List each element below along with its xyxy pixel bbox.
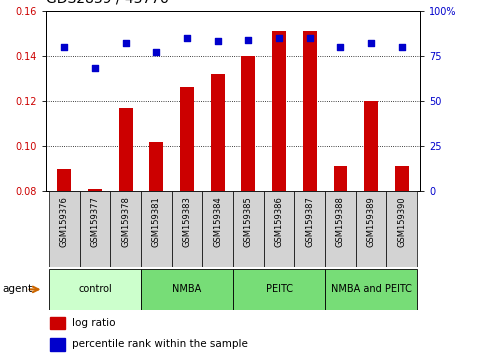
Text: percentile rank within the sample: percentile rank within the sample bbox=[72, 339, 248, 349]
Point bbox=[122, 40, 129, 46]
Bar bbox=[303, 31, 317, 191]
Text: GDS2839 / 43776: GDS2839 / 43776 bbox=[46, 0, 169, 5]
Bar bbox=[202, 191, 233, 267]
Text: GSM159389: GSM159389 bbox=[367, 196, 376, 247]
Bar bbox=[50, 316, 65, 329]
Point bbox=[367, 40, 375, 46]
Point bbox=[337, 44, 344, 50]
Point bbox=[91, 65, 99, 71]
Text: GSM159390: GSM159390 bbox=[398, 196, 406, 247]
Bar bbox=[88, 189, 102, 191]
Text: NMBA and PEITC: NMBA and PEITC bbox=[331, 284, 412, 295]
Bar bbox=[233, 191, 264, 267]
Bar bbox=[119, 108, 132, 191]
Bar bbox=[171, 191, 202, 267]
Point bbox=[306, 35, 313, 41]
Text: NMBA: NMBA bbox=[172, 284, 201, 295]
Text: GSM159378: GSM159378 bbox=[121, 196, 130, 247]
Text: GSM159386: GSM159386 bbox=[274, 196, 284, 247]
Bar bbox=[395, 166, 409, 191]
Text: log ratio: log ratio bbox=[72, 318, 115, 328]
Bar bbox=[264, 191, 295, 267]
Bar bbox=[141, 191, 171, 267]
Bar bbox=[325, 269, 417, 310]
Text: GSM159388: GSM159388 bbox=[336, 196, 345, 247]
Bar bbox=[49, 269, 141, 310]
Bar bbox=[272, 31, 286, 191]
Bar bbox=[141, 269, 233, 310]
Point bbox=[60, 44, 68, 50]
Bar bbox=[149, 142, 163, 191]
Text: PEITC: PEITC bbox=[266, 284, 293, 295]
Point bbox=[275, 35, 283, 41]
Bar bbox=[364, 101, 378, 191]
Bar bbox=[57, 169, 71, 191]
Text: GSM159383: GSM159383 bbox=[183, 196, 192, 247]
Bar bbox=[80, 191, 110, 267]
Bar bbox=[110, 191, 141, 267]
Text: GSM159376: GSM159376 bbox=[60, 196, 69, 247]
Bar bbox=[211, 74, 225, 191]
Text: GSM159384: GSM159384 bbox=[213, 196, 222, 247]
Bar bbox=[242, 56, 256, 191]
Bar bbox=[180, 87, 194, 191]
Bar bbox=[49, 191, 80, 267]
Text: GSM159385: GSM159385 bbox=[244, 196, 253, 247]
Bar bbox=[356, 191, 386, 267]
Point bbox=[214, 39, 222, 44]
Text: GSM159387: GSM159387 bbox=[305, 196, 314, 247]
Point bbox=[398, 44, 406, 50]
Point bbox=[244, 37, 252, 42]
Text: GSM159377: GSM159377 bbox=[90, 196, 99, 247]
Bar bbox=[233, 269, 325, 310]
Bar bbox=[50, 338, 65, 350]
Point bbox=[153, 49, 160, 55]
Point bbox=[183, 35, 191, 41]
Bar bbox=[334, 166, 347, 191]
Text: GSM159381: GSM159381 bbox=[152, 196, 161, 247]
Bar bbox=[295, 191, 325, 267]
Bar bbox=[325, 191, 356, 267]
Text: control: control bbox=[78, 284, 112, 295]
Bar bbox=[386, 191, 417, 267]
Text: agent: agent bbox=[2, 284, 32, 295]
